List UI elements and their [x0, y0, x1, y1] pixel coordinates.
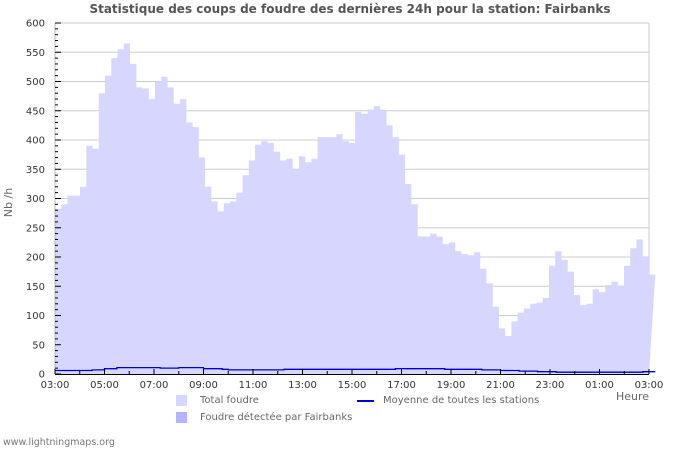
svg-text:600: 600: [26, 19, 45, 30]
y-axis-ticks: 0 50 100 150 200 250 300 350 400 450 500 550 600: [26, 19, 61, 381]
svg-text:300: 300: [26, 194, 45, 205]
legend-item-station: Foudre détectée par Fairbanks: [176, 412, 352, 423]
svg-text:03:00: 03:00: [635, 380, 664, 391]
chart-title: Statistique des coups de foudre des dern…: [89, 2, 611, 16]
svg-text:50: 50: [32, 340, 45, 351]
svg-text:15:00: 15:00: [338, 380, 367, 391]
data-areas: [55, 43, 656, 374]
svg-text:11:00: 11:00: [239, 380, 268, 391]
legend-average-label: Moyenne de toutes les stations: [383, 395, 540, 406]
svg-text:250: 250: [26, 223, 45, 234]
svg-text:19:00: 19:00: [437, 380, 466, 391]
svg-text:100: 100: [26, 311, 45, 322]
svg-text:03:00: 03:00: [41, 380, 70, 391]
x-axis-label: Heure: [616, 390, 650, 403]
svg-text:13:00: 13:00: [288, 380, 317, 391]
svg-text:350: 350: [26, 165, 45, 176]
svg-text:17:00: 17:00: [387, 380, 416, 391]
svg-text:450: 450: [26, 106, 45, 117]
legend-station-label: Foudre détectée par Fairbanks: [200, 412, 353, 423]
legend-item-total: Total foudre: [176, 395, 259, 406]
footer-url: www.lightningmaps.org: [3, 437, 115, 448]
svg-text:150: 150: [26, 282, 45, 293]
svg-text:07:00: 07:00: [140, 380, 169, 391]
station-swatch-icon: [176, 412, 187, 423]
svg-text:09:00: 09:00: [189, 380, 218, 391]
svg-text:23:00: 23:00: [536, 380, 565, 391]
svg-text:400: 400: [26, 136, 45, 147]
svg-text:05:00: 05:00: [90, 380, 119, 391]
svg-text:0: 0: [39, 370, 45, 381]
legend-total-label: Total foudre: [200, 395, 259, 406]
legend-item-average: Moyenne de toutes les stations: [357, 395, 539, 406]
svg-text:200: 200: [26, 253, 45, 264]
average-line-icon: [357, 399, 374, 402]
x-axis-ticks: 03:00 05:00 07:00 09:00 11:00 13:00 15:00 17:00…: [41, 369, 664, 391]
svg-text:21:00: 21:00: [486, 380, 515, 391]
y-axis-label: Nb /h: [2, 187, 16, 218]
total-swatch-icon: [176, 395, 187, 406]
svg-text:01:00: 01:00: [585, 380, 614, 391]
svg-text:550: 550: [26, 48, 45, 59]
svg-text:500: 500: [26, 77, 45, 88]
